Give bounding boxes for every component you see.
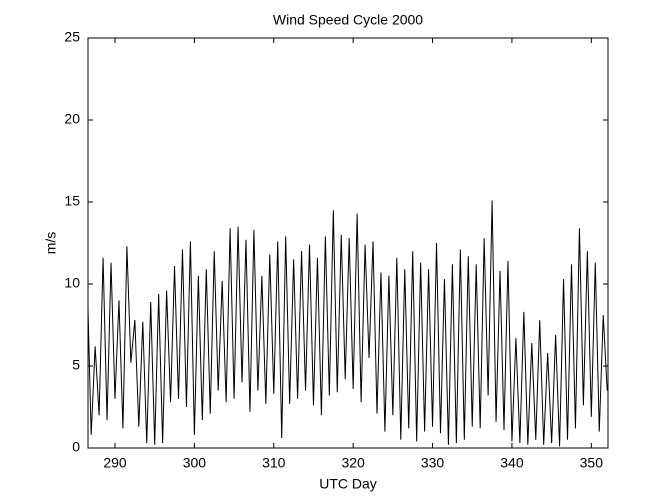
y-tick-label: 5 bbox=[72, 357, 80, 373]
x-axis-label: UTC Day bbox=[319, 476, 377, 492]
x-tick-label: 300 bbox=[183, 455, 207, 471]
y-axis-label: m/s bbox=[43, 232, 59, 255]
x-tick-label: 330 bbox=[421, 455, 445, 471]
x-tick-label: 290 bbox=[103, 455, 127, 471]
data-line bbox=[87, 200, 608, 447]
y-tick-label: 0 bbox=[72, 439, 80, 455]
x-tick-label: 310 bbox=[262, 455, 286, 471]
y-tick-label: 25 bbox=[64, 29, 80, 45]
x-tick-label: 320 bbox=[341, 455, 365, 471]
chart-title: Wind Speed Cycle 2000 bbox=[273, 12, 423, 28]
x-tick-label: 350 bbox=[580, 455, 604, 471]
x-tick-label: 340 bbox=[500, 455, 524, 471]
y-tick-label: 15 bbox=[64, 193, 80, 209]
y-tick-label: 10 bbox=[64, 275, 80, 291]
y-tick-label: 20 bbox=[64, 111, 80, 127]
